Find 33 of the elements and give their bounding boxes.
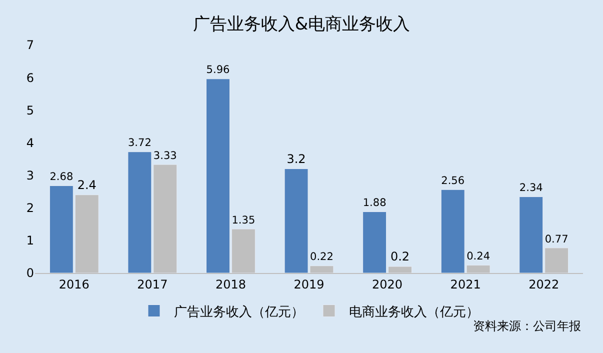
x-tick-label: 2017 [137,277,168,292]
y-tick-label: 5 [26,103,34,118]
data-label: 0.2 [390,249,410,264]
text: 资料来源：公司年报 [473,319,581,333]
y-tick-label: 3 [26,168,34,182]
data-label: 5.96 [206,64,230,76]
data-label: 0.77 [544,233,568,246]
x-tick-label: 2018 [215,277,246,292]
data-label: 2.56 [441,174,465,187]
y-tick-label: 2 [26,201,34,216]
data-label: 2.4 [77,178,96,192]
x-tick-label: 2021 [450,277,481,292]
chart-title: 广告业务收入&电商业务收入 [192,14,410,35]
data-label: 1.35 [232,214,256,226]
data-label: 0.24 [466,250,490,263]
x-tick-label: 2016 [58,277,90,292]
y-tick-label: 6 [26,70,34,85]
x-tick-label: 2020 [372,277,403,292]
data-label: 3.72 [128,137,152,150]
y-tick-label: 1 [26,234,34,248]
y-tick-label: 4 [26,136,34,150]
data-label: 0.22 [310,251,334,264]
legend-label: 广告业务收入（亿元） [174,304,304,320]
data-label: 2.68 [50,171,74,184]
legend-label: 电商业务收入（亿元） [349,304,479,320]
data-label: 1.88 [362,197,386,210]
data-label: 3.2 [286,152,306,166]
x-tick-label: 2019 [294,277,324,292]
x-tick-label: 2022 [528,277,560,292]
data-label: 2.34 [519,182,544,194]
y-tick-label: 7 [26,38,34,52]
data-label: 3.33 [153,150,177,162]
y-tick-label: 0 [26,266,34,280]
